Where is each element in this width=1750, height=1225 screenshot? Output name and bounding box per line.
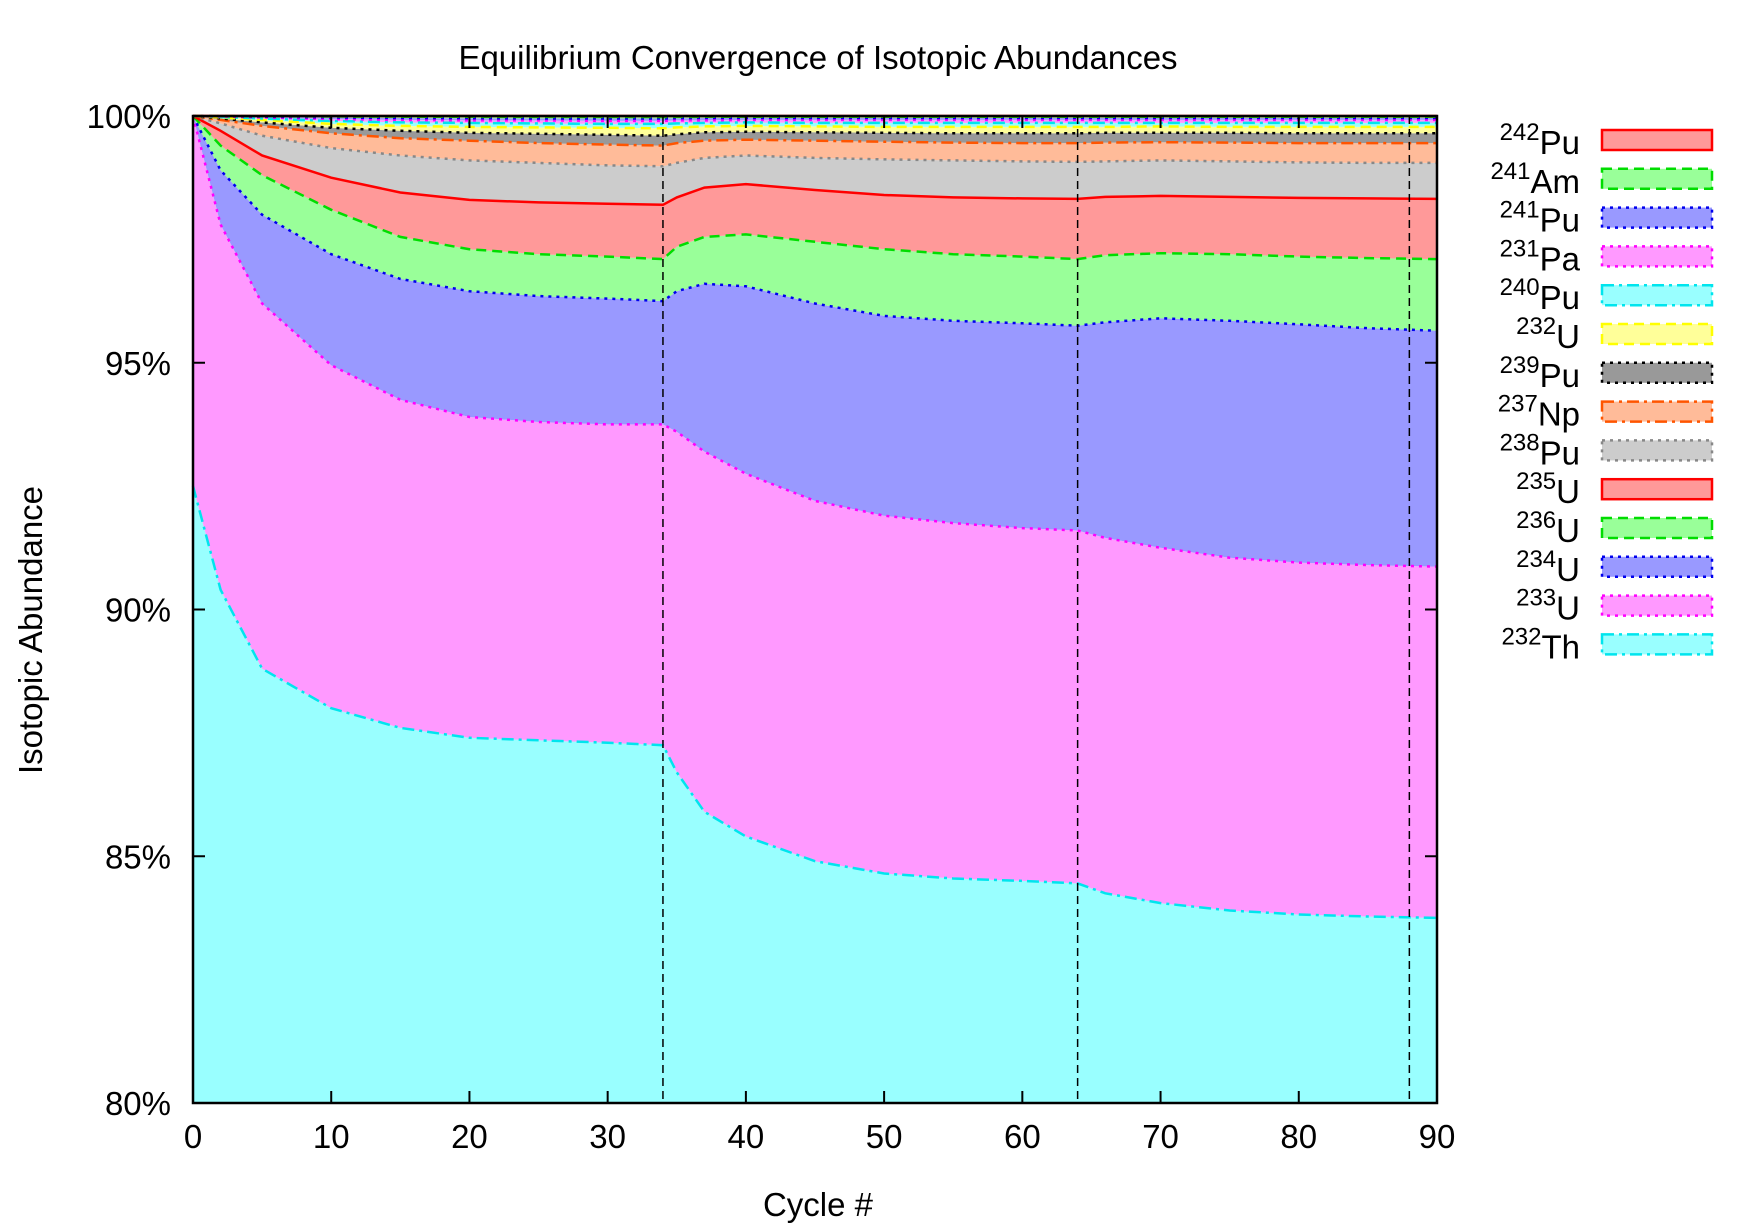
area-236U xyxy=(193,116,1437,331)
legend-entry-238Pu: 238Pu xyxy=(1500,429,1714,471)
legend-entry-241Am: 241Am xyxy=(1490,158,1714,200)
area-234U xyxy=(193,116,1437,567)
legend-label: 240Pu xyxy=(1500,274,1580,316)
line-239Pu xyxy=(192,114,1437,137)
legend-entry-240Pu: 240Pu xyxy=(1500,274,1714,316)
area-238Pu xyxy=(193,116,1437,205)
legend-entry-231Pa: 231Pa xyxy=(1500,235,1714,277)
x-tick-label: 30 xyxy=(589,1118,626,1155)
legend-entry-233U: 233U xyxy=(1516,585,1714,627)
legend-label: 242Pu xyxy=(1500,119,1580,161)
legend-entry-239Pu: 239Pu xyxy=(1500,352,1714,394)
x-tick-label: 90 xyxy=(1419,1118,1456,1155)
legend-label: 232Th xyxy=(1501,623,1580,665)
legend: 242Pu241Am241Pu231Pa240Pu232U239Pu237Np2… xyxy=(1490,119,1714,665)
legend-swatch xyxy=(1600,555,1714,579)
line-235U xyxy=(192,114,1438,207)
legend-label: 237Np xyxy=(1498,391,1580,433)
legend-label: 236U xyxy=(1516,507,1580,549)
x-tick-label: 0 xyxy=(184,1118,202,1155)
legend-label: 235U xyxy=(1516,468,1580,510)
x-tick-label: 20 xyxy=(451,1118,488,1155)
x-tick-label: 70 xyxy=(1142,1118,1179,1155)
x-tick-label: 40 xyxy=(728,1118,765,1155)
legend-label: 233U xyxy=(1516,585,1580,627)
x-tick-label: 10 xyxy=(313,1118,350,1155)
y-axis: 80% 85% 90% 95% 100% xyxy=(87,98,1437,1122)
x-tick-label: 60 xyxy=(1004,1118,1041,1155)
legend-swatch xyxy=(1600,361,1714,385)
y-tick-label: 100% xyxy=(87,98,171,135)
legend-label: 241Am xyxy=(1490,158,1580,200)
legend-label: 241Pu xyxy=(1500,197,1580,239)
line-233U xyxy=(191,115,1438,568)
legend-swatch xyxy=(1600,594,1714,617)
chart-title: Equilibrium Convergence of Isotopic Abun… xyxy=(458,39,1177,76)
legend-swatch xyxy=(1600,477,1714,501)
y-tick-label: 80% xyxy=(105,1085,171,1122)
legend-entry-235U: 235U xyxy=(1516,468,1714,510)
legend-entry-232U: 232U xyxy=(1516,313,1714,355)
x-tick-label: 80 xyxy=(1280,1118,1317,1155)
area-240Pu xyxy=(193,116,1437,129)
legend-entry-234U: 234U xyxy=(1516,546,1714,588)
area-241Pu xyxy=(193,116,1437,121)
legend-label: 234U xyxy=(1516,546,1580,588)
line-237Np xyxy=(192,114,1437,147)
legend-entry-242Pu: 242Pu xyxy=(1500,119,1714,161)
legend-swatch xyxy=(1600,633,1714,656)
legend-label: 232U xyxy=(1516,313,1580,355)
legend-label: 231Pa xyxy=(1500,235,1581,277)
area-239Pu xyxy=(193,116,1437,146)
legend-swatch xyxy=(1600,245,1714,268)
y-axis-label: Isotopic Abundance xyxy=(12,486,49,774)
y-tick-label: 90% xyxy=(105,592,171,629)
legend-entry-236U: 236U xyxy=(1516,507,1714,549)
area-232Th xyxy=(193,486,1437,1104)
legend-label: 238Pu xyxy=(1500,429,1580,471)
legend-swatch xyxy=(1600,283,1714,307)
area-235U xyxy=(193,116,1437,260)
legend-label: 239Pu xyxy=(1500,352,1580,394)
x-axis: 0 10 20 30 40 50 60 70 80 90 xyxy=(184,116,1456,1155)
legend-swatch xyxy=(1600,516,1714,540)
legend-swatch xyxy=(1600,128,1714,152)
legend-swatch xyxy=(1600,167,1714,191)
area-232U xyxy=(193,116,1437,136)
legend-swatch xyxy=(1600,439,1714,462)
y-tick-label: 85% xyxy=(105,838,171,875)
line-232Th xyxy=(191,485,1438,920)
legend-swatch xyxy=(1600,322,1714,346)
area-233U xyxy=(193,116,1437,918)
legend-swatch xyxy=(1600,206,1714,229)
x-tick-label: 50 xyxy=(866,1118,903,1155)
legend-swatch xyxy=(1600,400,1714,423)
plot-area xyxy=(191,114,1439,1105)
legend-entry-241Pu: 241Pu xyxy=(1500,197,1714,239)
area-237Np xyxy=(193,116,1437,167)
line-234U xyxy=(191,115,1438,332)
y-tick-label: 95% xyxy=(105,345,171,382)
legend-entry-232Th: 232Th xyxy=(1501,623,1714,665)
line-236U xyxy=(192,115,1438,261)
x-axis-label: Cycle # xyxy=(763,1186,874,1223)
legend-entry-237Np: 237Np xyxy=(1498,391,1714,433)
